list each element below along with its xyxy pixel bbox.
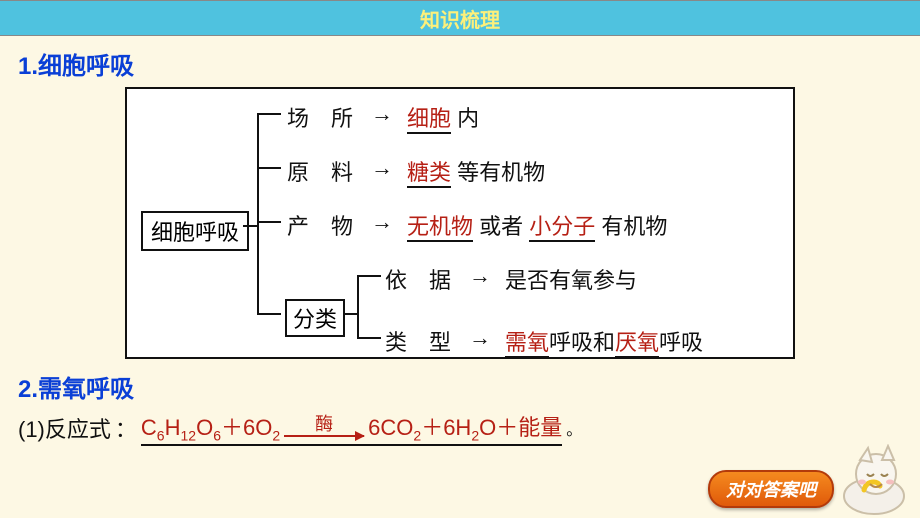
- red-text: 小分子: [529, 214, 595, 242]
- red-text: 需氧: [505, 330, 549, 358]
- cat-mascot-icon: [834, 444, 914, 516]
- lhs: C6H12O6＋6O2: [141, 410, 280, 442]
- header-title: 知识梳理: [420, 4, 500, 33]
- sub-branch-label: 类 型: [385, 325, 451, 357]
- line: [257, 113, 281, 115]
- diagram-wrap: 细胞呼吸 场 所 → 细胞 内 原 料 → 糖类 等有机物 产 物 →: [18, 87, 902, 359]
- plain-text: 内: [451, 106, 479, 131]
- answer-button[interactable]: 对对答案吧: [708, 470, 834, 508]
- arrow-icon: →: [469, 325, 491, 351]
- red-text: 糖类: [407, 160, 451, 188]
- arrow-icon: →: [469, 263, 491, 289]
- sub-branch-value: 需氧呼吸和厌氧呼吸: [505, 325, 703, 357]
- reaction-formula: C6H12O6＋6O2 酶 6CO2＋6H2O＋能量: [141, 410, 562, 446]
- plain-text: 有机物: [595, 214, 667, 239]
- header-band: 知识梳理: [0, 0, 920, 36]
- sub-branch-value: 是否有氧参与: [505, 263, 637, 295]
- reaction-arrow: 酶: [284, 415, 364, 437]
- enzyme-label: 酶: [315, 415, 333, 433]
- rhs: 6CO2＋6H2O＋能量: [368, 410, 562, 442]
- content-area: 1.细胞呼吸 细胞呼吸 场 所 → 细胞 内 原 料 → 糖类 等有机物: [0, 36, 920, 446]
- reaction-label: (1)反应式: [18, 412, 111, 444]
- section1-title: 1.细胞呼吸: [18, 46, 902, 81]
- line: [357, 275, 381, 277]
- line: [257, 221, 281, 223]
- section2-title: 2.需氧呼吸: [18, 369, 902, 404]
- long-arrow-icon: [284, 435, 364, 437]
- plain-text: 呼吸和: [549, 330, 615, 355]
- plain-text: 是否有氧参与: [505, 268, 637, 293]
- root-box: 细胞呼吸: [141, 211, 249, 251]
- line: [357, 275, 359, 337]
- reaction-line: (1)反应式： C6H12O6＋6O2 酶 6CO2＋6H2O＋能量 。: [18, 410, 902, 446]
- colon: ：: [115, 412, 137, 444]
- plain-text: 呼吸: [659, 330, 703, 355]
- branch-value: 无机物 或者 小分子 有机物: [407, 209, 667, 241]
- plain-text: 等有机物: [451, 160, 545, 185]
- line: [257, 167, 281, 169]
- branch-value: 糖类 等有机物: [407, 155, 545, 187]
- line: [343, 313, 357, 315]
- red-text: 厌氧: [615, 330, 659, 358]
- branch-label: 原 料: [287, 155, 353, 187]
- line: [357, 337, 381, 339]
- branch-label: 场 所: [287, 101, 353, 133]
- period: 。: [566, 416, 582, 440]
- branch-label: 产 物: [287, 209, 353, 241]
- sub-branch-label: 依 据: [385, 263, 451, 295]
- red-text: 细胞: [407, 106, 451, 134]
- red-text: 无机物: [407, 214, 473, 242]
- line: [257, 313, 281, 315]
- arrow-icon: →: [371, 155, 393, 181]
- classify-box: 分类: [285, 299, 345, 337]
- line: [243, 225, 257, 227]
- plain-text: 或者: [473, 214, 529, 239]
- tree-diagram: 细胞呼吸 场 所 → 细胞 内 原 料 → 糖类 等有机物 产 物 →: [125, 87, 795, 359]
- line: [257, 113, 259, 313]
- arrow-icon: →: [371, 101, 393, 127]
- branch-value: 细胞 内: [407, 101, 479, 133]
- arrow-icon: →: [371, 209, 393, 235]
